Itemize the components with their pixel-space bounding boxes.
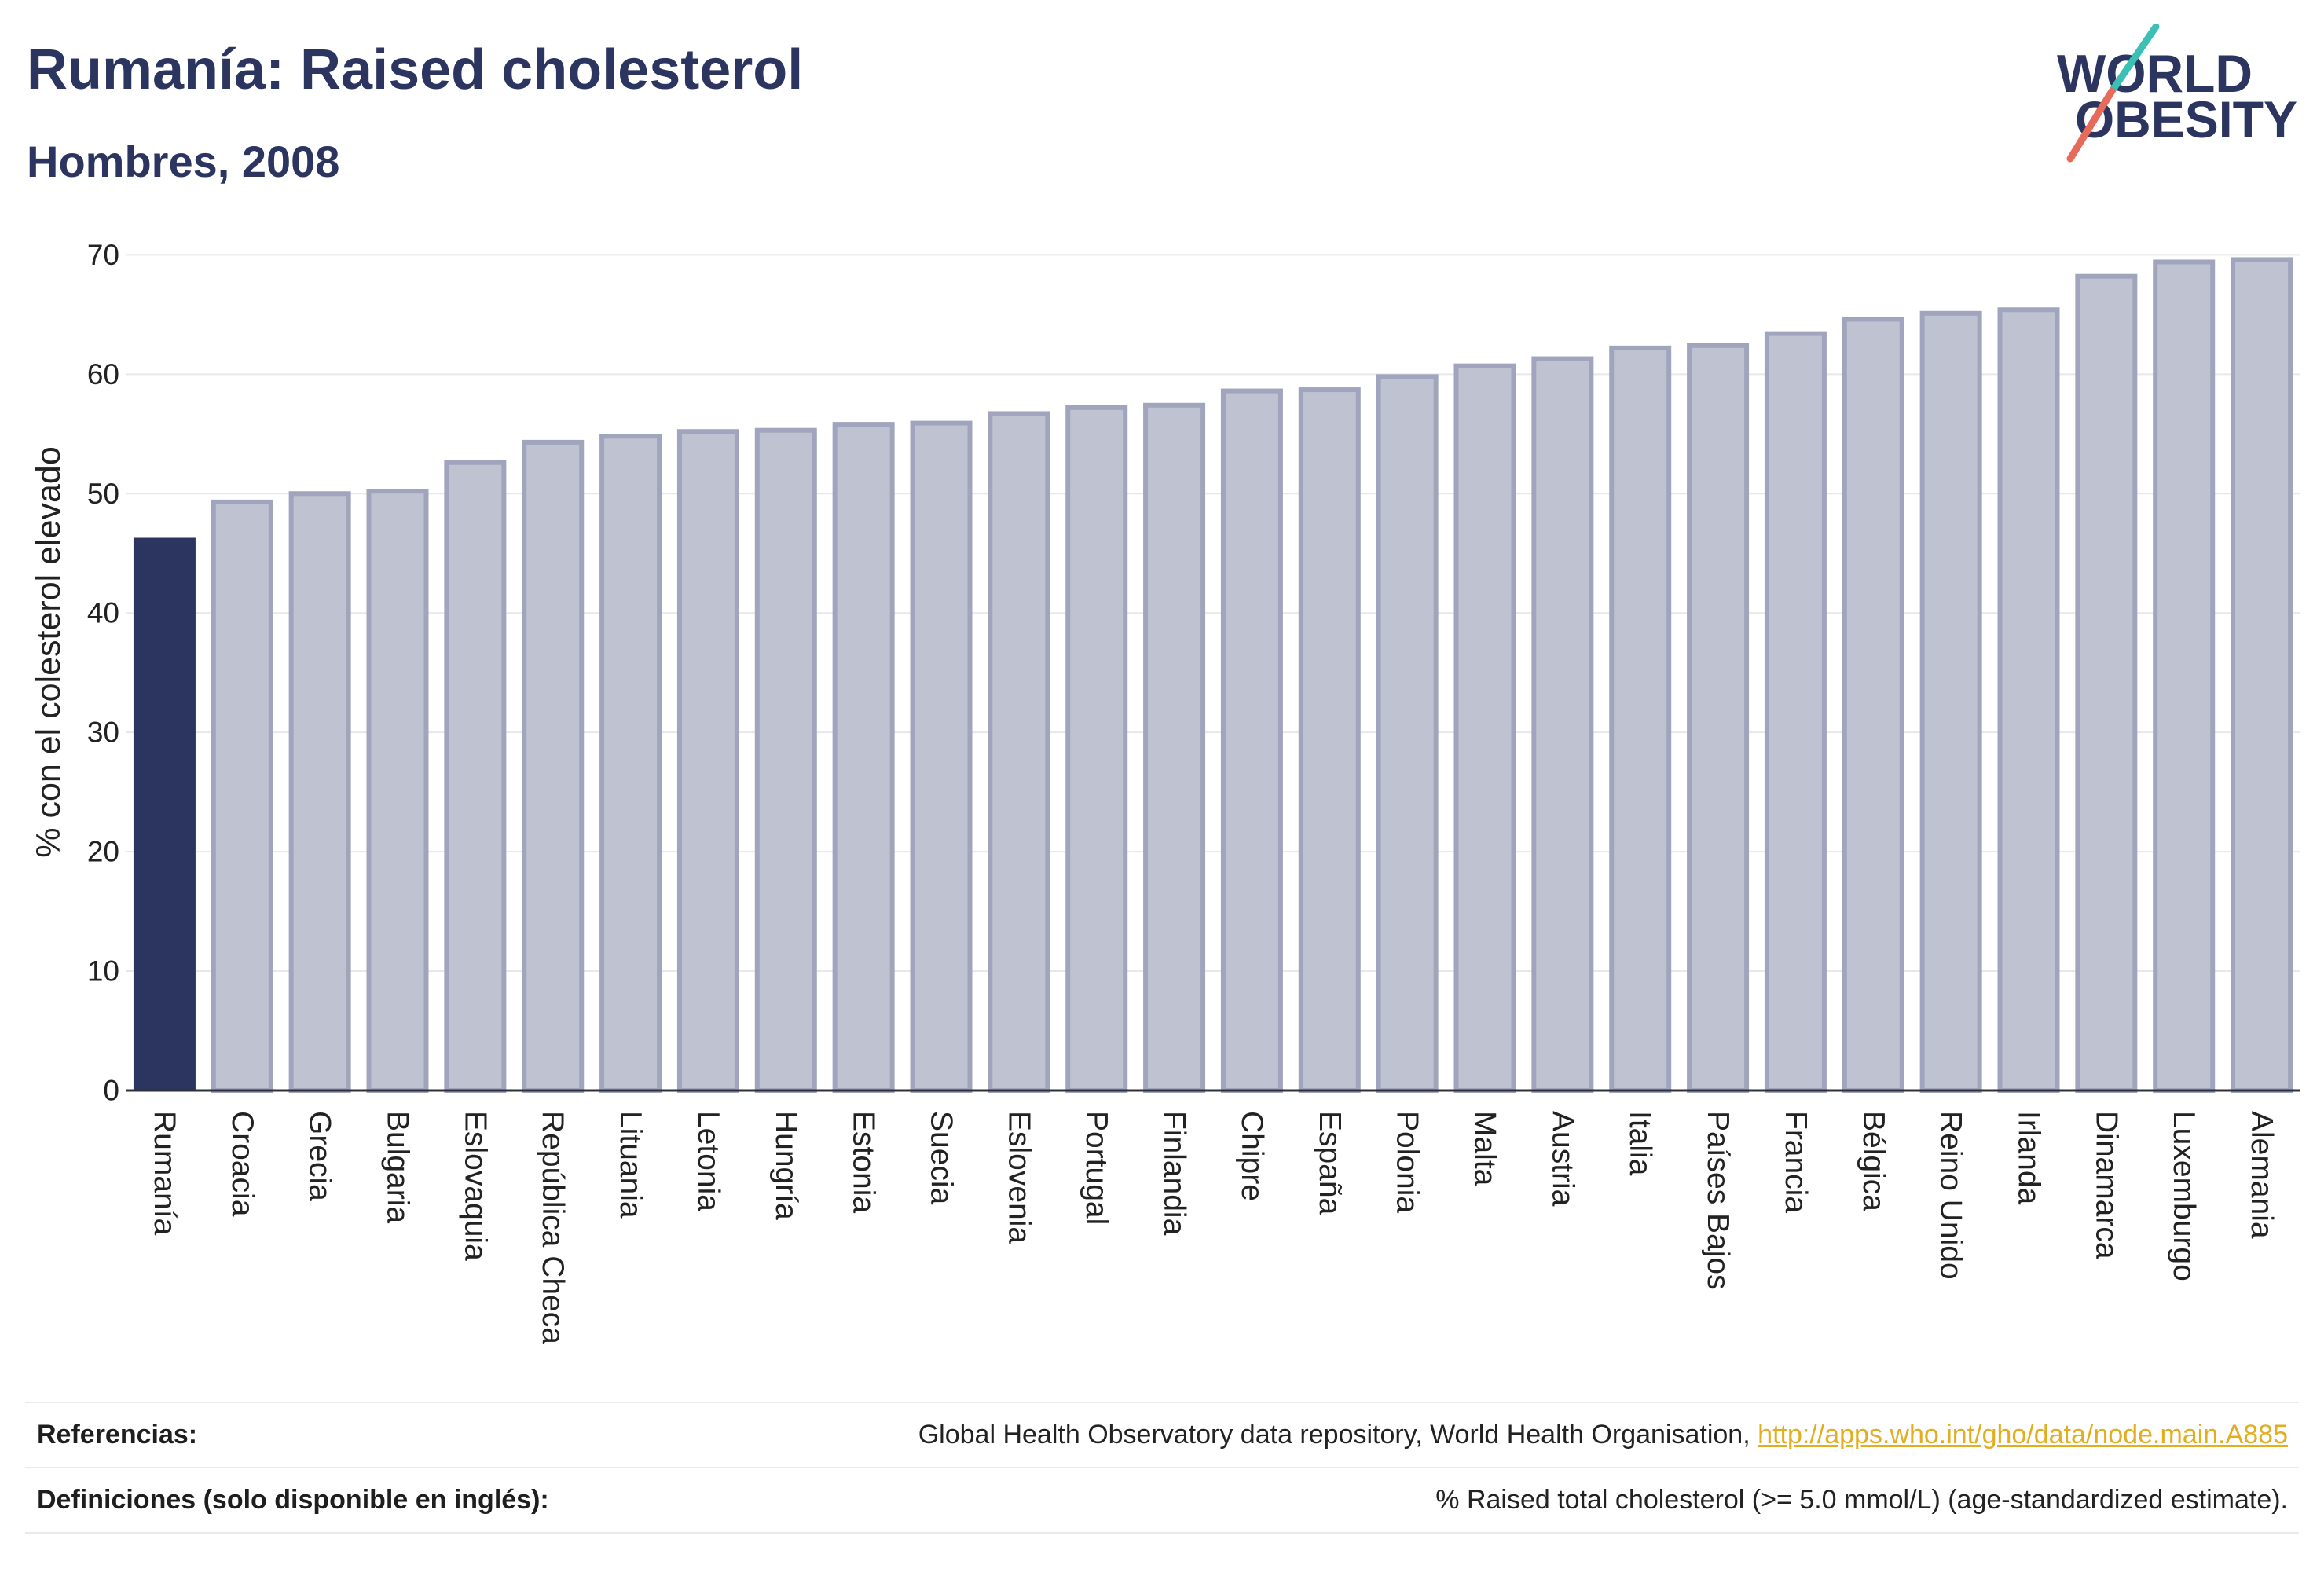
- bar-luxemburgo: [2153, 259, 2216, 1093]
- bars: [133, 257, 2293, 1094]
- x-tick-label-polonia: Polonia: [1391, 1111, 1424, 1213]
- definitions-text: % Raised total cholesterol (>= 5.0 mmol/…: [1435, 1485, 2288, 1515]
- references-label: Referencias:: [37, 1420, 198, 1450]
- bar-irlanda: [1997, 307, 2060, 1093]
- bar-malta: [1453, 363, 1516, 1093]
- x-tick-label-reino-unido: Reino Unido: [1934, 1111, 1968, 1280]
- bar-eslovaquia: [444, 460, 507, 1093]
- bar-eslovenia: [988, 411, 1050, 1093]
- bar-estonia: [832, 422, 895, 1093]
- y-tick-label-60: 60: [87, 358, 119, 390]
- footer: Referencias: Global Health Observatory d…: [25, 1402, 2299, 1534]
- x-tick-label-alemania: Alemania: [2245, 1111, 2278, 1239]
- bar-rumania: [133, 537, 196, 1090]
- y-tick-label-20: 20: [87, 836, 119, 868]
- x-tick-label-dinamarca: Dinamarca: [2089, 1111, 2123, 1259]
- y-tick-label-40: 40: [87, 597, 119, 629]
- bar-chipre: [1220, 388, 1283, 1094]
- x-tick-label-eslovaquia: Eslovaquia: [458, 1111, 492, 1261]
- y-tick-label-30: 30: [87, 717, 119, 749]
- x-tick-label-belgica: Bélgica: [1857, 1111, 1890, 1211]
- bar-suecia: [910, 420, 973, 1093]
- x-tick-label-malta: Malta: [1468, 1111, 1502, 1186]
- bar-polonia: [1376, 374, 1439, 1094]
- bar-alemania: [2231, 257, 2293, 1094]
- bar-italia: [1609, 345, 1672, 1094]
- references-source: Global Health Observatory data repositor…: [918, 1420, 2288, 1450]
- world-obesity-logo: WORLD OBESITY: [2057, 24, 2297, 163]
- x-tick-label-portugal: Portugal: [1080, 1111, 1113, 1225]
- x-tick-label-paises-bajos: Países Bajos: [1701, 1111, 1735, 1290]
- x-tick-label-letonia: Letonia: [691, 1111, 725, 1211]
- bar-francia: [1764, 331, 1827, 1093]
- x-tick-label-republica-checa: República Checa: [536, 1111, 570, 1344]
- bar-portugal: [1065, 405, 1128, 1093]
- bar-letonia: [676, 429, 739, 1093]
- bar-lituania: [599, 434, 662, 1093]
- bar-finlandia: [1143, 402, 1206, 1093]
- logo-word-world: WORLD: [2057, 44, 2253, 104]
- y-tick-labels: 0 10 20 30 40 50 60 70: [87, 239, 119, 1107]
- definitions-row: Definiciones (solo disponible en inglés)…: [25, 1467, 2299, 1534]
- x-tick-label-eslovenia: Eslovenia: [1002, 1111, 1036, 1244]
- x-tick-label-bulgaria: Bulgaria: [381, 1111, 415, 1223]
- page-title: Rumanía: Raised cholesterol: [27, 38, 804, 101]
- references-link[interactable]: http://apps.who.int/gho/data/node.main.A…: [1758, 1420, 2288, 1450]
- x-tick-label-grecia: Grecia: [303, 1111, 337, 1201]
- y-axis-title: % con el colesterol elevado: [30, 446, 68, 857]
- y-tick-label-10: 10: [87, 955, 119, 988]
- y-tick-label-50: 50: [87, 478, 119, 510]
- x-tick-label-francia: Francia: [1779, 1111, 1813, 1213]
- x-tick-label-finlandia: Finlandia: [1157, 1111, 1191, 1236]
- x-tick-label-estonia: Estonia: [847, 1111, 881, 1213]
- x-tick-label-luxemburgo: Luxemburgo: [2167, 1111, 2201, 1281]
- definitions-label: Definiciones (solo disponible en inglés)…: [37, 1485, 549, 1515]
- x-tick-label-croacia: Croacia: [225, 1111, 259, 1217]
- bar-republica-checa: [522, 439, 585, 1093]
- references-row: Referencias: Global Health Observatory d…: [25, 1402, 2299, 1467]
- x-tick-label-austria: Austria: [1545, 1111, 1579, 1207]
- bar-austria: [1531, 356, 1594, 1093]
- bar-reino-unido: [1919, 310, 1982, 1093]
- bar-hungria: [754, 427, 817, 1093]
- bar-chart: 0 10 20 30 40 50 60 70 Rumanía Croacia Grecia Bulg…: [30, 239, 2300, 1344]
- references-text: Global Health Observatory data repositor…: [918, 1420, 1750, 1450]
- y-tick-label-70: 70: [87, 239, 119, 271]
- x-tick-label-irlanda: Irlanda: [2012, 1111, 2046, 1205]
- bar-dinamarca: [2075, 273, 2138, 1094]
- page-subtitle: Hombres, 2008: [27, 137, 340, 186]
- x-tick-label-italia: Italia: [1623, 1111, 1657, 1176]
- logo-word-obesity: OBESITY: [2075, 90, 2297, 148]
- x-tick-label-rumania: Rumanía: [148, 1111, 181, 1236]
- bar-espana: [1298, 387, 1361, 1093]
- bar-croacia: [211, 499, 273, 1093]
- logo-slash-coral: [2066, 87, 2116, 163]
- x-tick-label-hungria: Hungría: [769, 1111, 803, 1220]
- bar-bulgaria: [366, 489, 429, 1093]
- bar-grecia: [288, 491, 351, 1093]
- x-tick-label-suecia: Suecia: [925, 1111, 959, 1205]
- x-tick-labels: Rumanía Croacia Grecia Bulgaria Eslovaquia Re…: [148, 1111, 2278, 1344]
- x-tick-label-lituania: Lituania: [614, 1111, 647, 1219]
- x-tick-label-espana: España: [1313, 1111, 1347, 1215]
- y-tick-label-0: 0: [103, 1075, 119, 1107]
- bar-belgica: [1842, 317, 1904, 1093]
- x-tick-label-chipre: Chipre: [1235, 1111, 1269, 1201]
- bar-paises-bajos: [1687, 343, 1750, 1094]
- logo-slash-teal: [2108, 24, 2160, 95]
